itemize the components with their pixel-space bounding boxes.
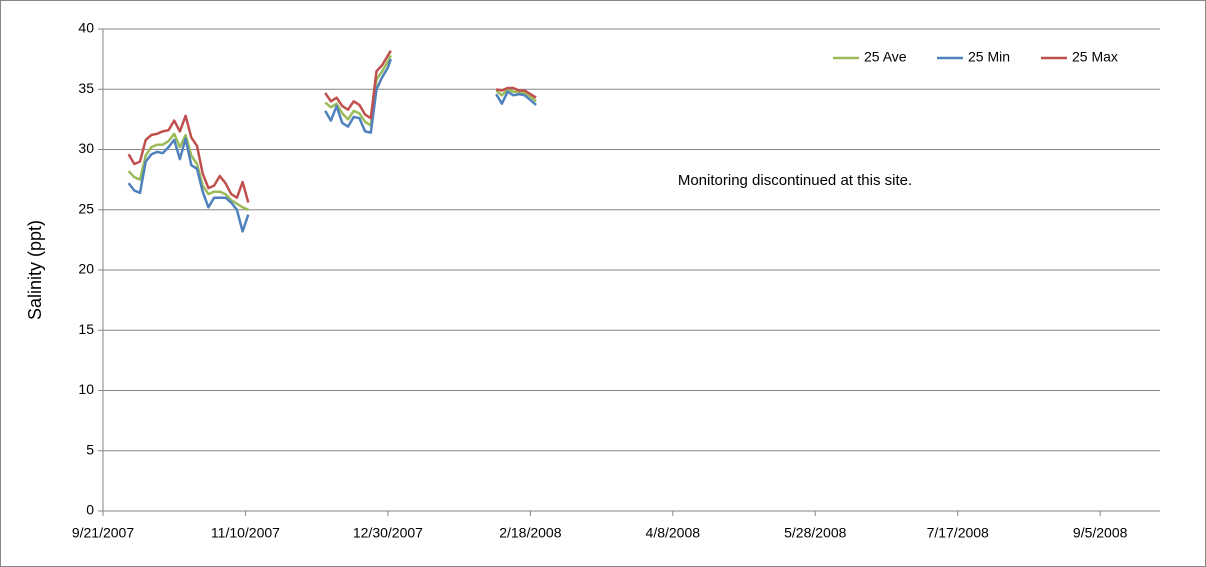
x-tick-label: 9/21/2007: [72, 525, 134, 541]
y-tick-label: 10: [78, 381, 94, 397]
legend-label: 25 Min: [968, 49, 1010, 65]
y-tick-label: 35: [78, 80, 94, 96]
y-tick-label: 25: [78, 200, 94, 216]
x-tick-label: 11/10/2007: [211, 525, 280, 541]
data-line: [127, 50, 537, 203]
data-line: [127, 58, 537, 233]
x-tick-label: 2/18/2008: [499, 525, 561, 541]
y-tick-label: 20: [78, 261, 94, 277]
annotation: Monitoring discontinued at this site.: [678, 172, 912, 189]
y-tick-label: 40: [78, 20, 94, 36]
x-tick-label: 4/8/2008: [646, 525, 701, 541]
x-tick-label: 5/28/2008: [784, 525, 846, 541]
x-tick-label: 9/5/2008: [1073, 525, 1128, 541]
x-tick-label: 12/30/2007: [353, 525, 423, 541]
x-tick-label: 7/17/2008: [927, 525, 989, 541]
y-tick-label: 5: [86, 441, 94, 457]
data-line: [127, 54, 537, 211]
legend-label: 25 Max: [1072, 49, 1118, 65]
legend-label: 25 Ave: [864, 49, 907, 65]
y-tick-label: 15: [78, 321, 94, 337]
y-tick-label: 30: [78, 140, 94, 156]
y-tick-label: 0: [86, 502, 94, 518]
y-axis-title: Salinity (ppt): [25, 220, 45, 320]
